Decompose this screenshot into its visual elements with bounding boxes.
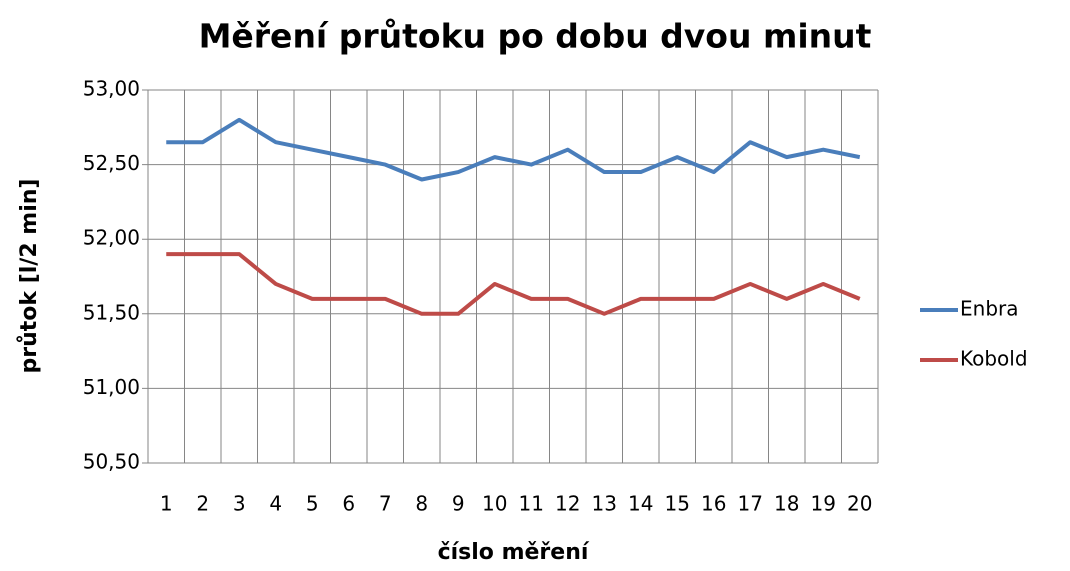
y-tick-label: 52,50: [83, 151, 140, 175]
y-tick-label: 52,00: [83, 226, 140, 250]
x-tick-label: 4: [269, 492, 282, 516]
x-tick-label: 14: [628, 492, 653, 516]
x-tick-label: 12: [555, 492, 580, 516]
x-tick-label: 17: [738, 492, 763, 516]
y-tick-label: 51,50: [83, 300, 140, 324]
x-axis-title: číslo měření: [438, 540, 590, 565]
x-tick-label: 18: [774, 492, 799, 516]
x-tick-label: 9: [452, 492, 465, 516]
data-line: [166, 252, 861, 316]
y-tick-label: 51,00: [83, 375, 140, 399]
y-axis-title: průtok [l/2 min]: [17, 179, 42, 374]
data-line: [166, 117, 861, 182]
x-tick-label: 5: [306, 492, 319, 516]
chart-title: Měření průtoku po dobu dvou minut: [199, 17, 872, 56]
x-tick-label: 15: [665, 492, 690, 516]
x-tick-label: 2: [196, 492, 209, 516]
x-tick-label: 16: [701, 492, 726, 516]
x-tick-label: 20: [847, 492, 872, 516]
x-tick-label: 10: [482, 492, 507, 516]
x-tick-label: 19: [811, 492, 836, 516]
y-tick-label: 53,00: [83, 77, 140, 101]
x-tick-label: 1: [160, 492, 173, 516]
x-tick-label: 3: [233, 492, 246, 516]
legend-label: Kobold: [960, 347, 1028, 371]
x-tick-label: 11: [519, 492, 544, 516]
x-tick-label: 7: [379, 492, 392, 516]
legend-label: Enbra: [960, 297, 1019, 321]
x-tick-label: 13: [592, 492, 617, 516]
y-tick-label: 50,50: [83, 450, 140, 474]
x-tick-label: 6: [342, 492, 355, 516]
x-tick-label: 8: [415, 492, 428, 516]
